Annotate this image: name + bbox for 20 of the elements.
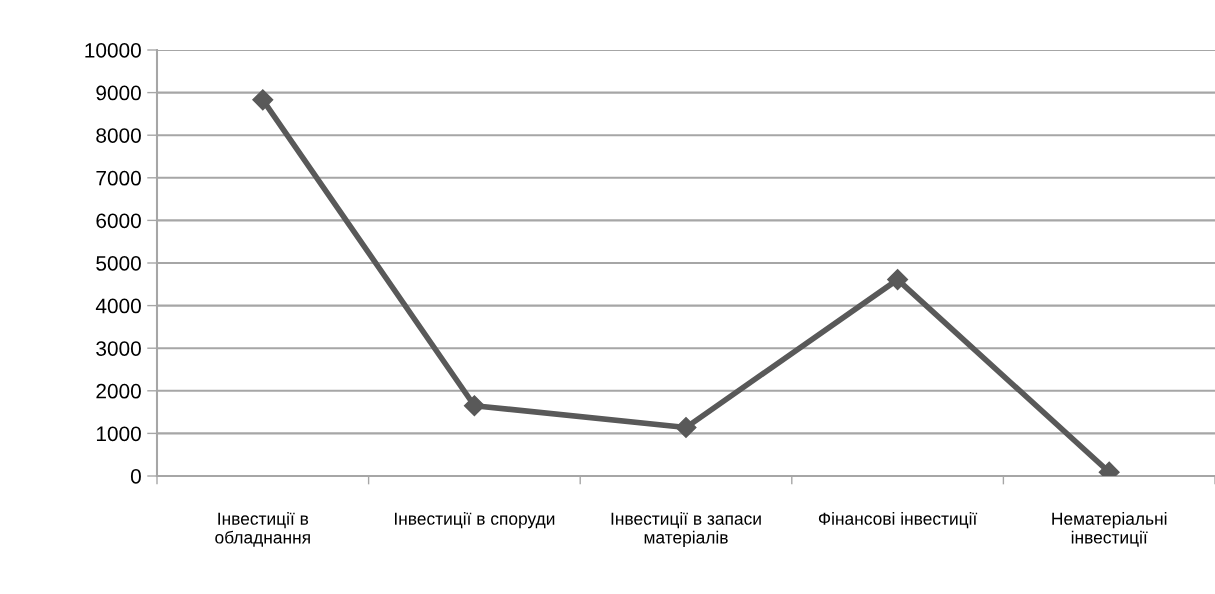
x-tick-label: Інвестиції в запаси матеріалів [611,512,761,547]
x-tick-label: Інвестиції в споруди [394,512,555,529]
y-tick-label: 5000 [96,256,141,271]
y-tick-label: 7000 [96,170,141,186]
y-tick-label: 2000 [96,383,141,399]
point [252,89,274,111]
x-tick-label: Нематеріальні інвестиції [1052,512,1167,547]
y-tick-label: 1000 [96,426,141,442]
y-tick-label: 0 [130,469,141,484]
point [675,416,697,438]
x-tick-label: Фінансові інвестиції [818,512,978,529]
y-tick-label: 10000 [85,43,141,58]
y-tick-label: 9000 [96,85,141,101]
y-tick-label: 6000 [96,213,141,229]
y-tick-label: 8000 [96,128,141,143]
y-tick-label: 3000 [96,341,141,356]
x-tick-label: Інвестиції в обладнання [215,512,310,547]
y-tick-label: 4000 [95,298,141,314]
point [463,395,485,417]
point [887,269,909,291]
